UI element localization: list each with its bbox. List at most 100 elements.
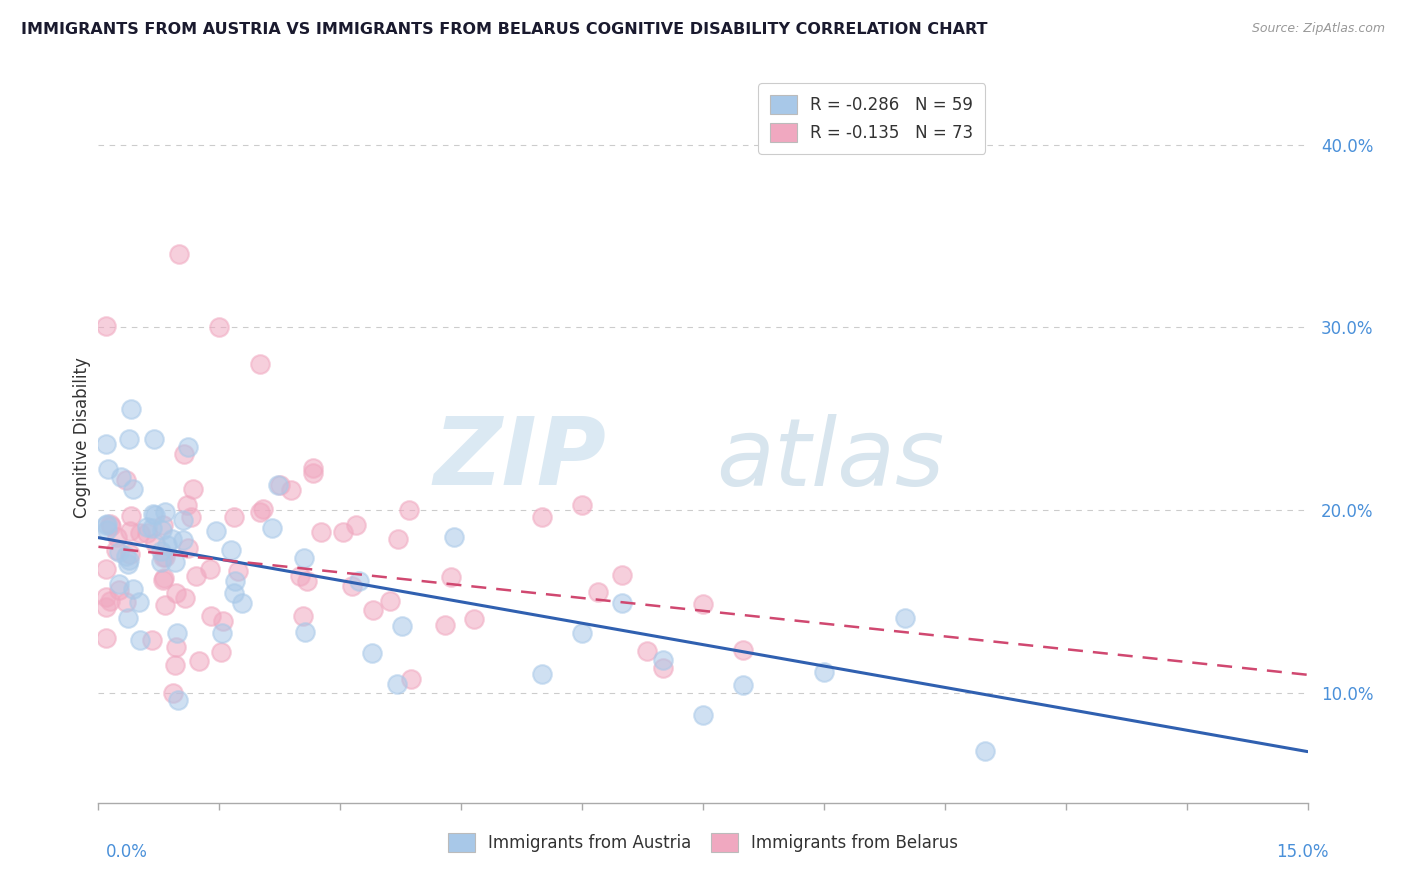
Point	[387, 532, 409, 546]
Point	[361, 646, 384, 660]
Point	[128, 595, 150, 609]
Point	[143, 508, 166, 522]
Point	[162, 686, 184, 700]
Point	[172, 533, 194, 548]
Point	[177, 541, 200, 556]
Point	[100, 519, 122, 533]
Point	[165, 640, 187, 654]
Y-axis label: Cognitive Disability: Cognitive Disability	[73, 357, 91, 517]
Point	[209, 645, 232, 659]
Point	[176, 498, 198, 512]
Point	[208, 320, 231, 334]
Point	[98, 516, 121, 531]
Point	[150, 523, 173, 537]
Text: Source: ZipAtlas.com: Source: ZipAtlas.com	[1251, 22, 1385, 36]
Point	[96, 518, 118, 533]
Text: ZIP: ZIP	[433, 413, 606, 505]
Point	[530, 509, 553, 524]
Point	[200, 608, 222, 623]
Point	[380, 594, 402, 608]
Point	[280, 483, 302, 497]
Point	[974, 744, 997, 758]
Point	[152, 574, 174, 588]
Point	[118, 432, 141, 446]
Point	[292, 551, 315, 566]
Point	[96, 523, 118, 537]
Point	[128, 633, 150, 648]
Point	[153, 598, 176, 612]
Point	[96, 591, 118, 605]
Point	[114, 595, 136, 609]
Point	[188, 654, 211, 668]
Point	[340, 578, 363, 592]
Point	[173, 447, 195, 461]
Point	[135, 526, 157, 541]
Point	[361, 603, 384, 617]
Point	[96, 516, 118, 531]
Point	[156, 538, 179, 552]
Point	[733, 678, 755, 692]
Point	[105, 530, 128, 544]
Point	[398, 502, 420, 516]
Point	[118, 553, 141, 567]
Point	[129, 526, 152, 541]
Point	[302, 460, 325, 475]
Point	[344, 518, 367, 533]
Point	[399, 672, 422, 686]
Point	[135, 519, 157, 533]
Point	[152, 518, 174, 533]
Point	[252, 502, 274, 516]
Point	[295, 574, 318, 588]
Point	[212, 615, 235, 629]
Point	[96, 319, 118, 334]
Point	[302, 466, 325, 480]
Point	[105, 542, 128, 557]
Point	[224, 574, 246, 589]
Point	[166, 626, 188, 640]
Point	[249, 505, 271, 519]
Point	[96, 600, 118, 615]
Point	[177, 441, 200, 455]
Point	[349, 574, 371, 589]
Point	[733, 643, 755, 657]
Point	[122, 582, 145, 596]
Point	[163, 555, 186, 569]
Point	[122, 483, 145, 497]
Point	[636, 644, 658, 658]
Text: 15.0%: 15.0%	[1277, 843, 1329, 861]
Point	[219, 543, 242, 558]
Text: atlas: atlas	[717, 414, 945, 505]
Point	[692, 597, 714, 611]
Point	[167, 247, 190, 261]
Point	[226, 564, 249, 578]
Point	[163, 658, 186, 673]
Point	[120, 547, 142, 561]
Point	[110, 470, 132, 484]
Point	[267, 477, 290, 491]
Point	[571, 498, 593, 512]
Point	[813, 665, 835, 679]
Point	[117, 611, 139, 625]
Point	[612, 596, 634, 610]
Point	[141, 521, 163, 535]
Point	[141, 632, 163, 647]
Point	[198, 561, 221, 575]
Point	[108, 583, 131, 598]
Point	[231, 596, 253, 610]
Point	[443, 530, 465, 544]
Point	[96, 631, 118, 645]
Point	[463, 612, 485, 626]
Point	[165, 585, 187, 599]
Point	[180, 509, 202, 524]
Point	[160, 532, 183, 546]
Point	[121, 402, 143, 417]
Point	[434, 617, 457, 632]
Point	[222, 509, 245, 524]
Point	[571, 626, 593, 640]
Point	[143, 536, 166, 550]
Point	[385, 676, 408, 690]
Text: 0.0%: 0.0%	[105, 843, 148, 861]
Point	[211, 626, 233, 640]
Point	[117, 557, 139, 571]
Point	[309, 524, 332, 539]
